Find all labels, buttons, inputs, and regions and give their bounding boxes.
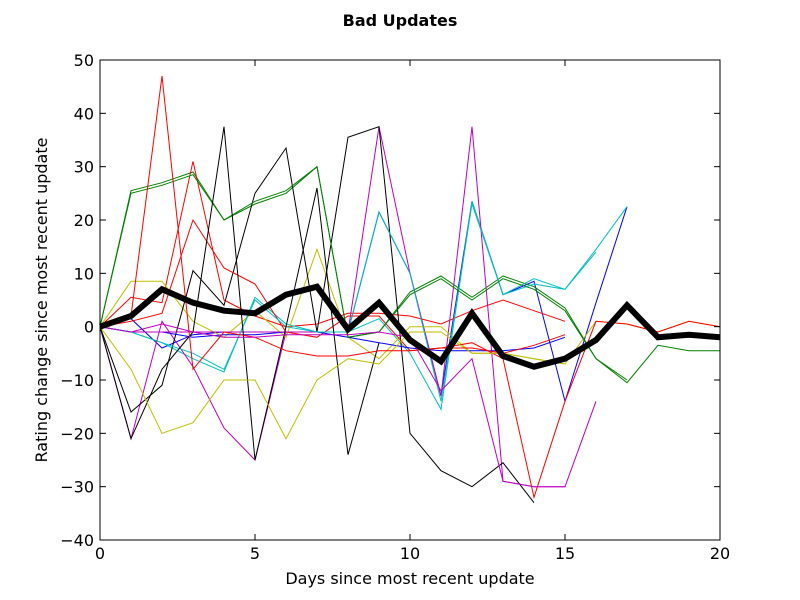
series-line-16 bbox=[99, 323, 597, 488]
y-tick-label: −40 bbox=[60, 531, 94, 550]
series-line-15 bbox=[99, 75, 566, 371]
x-tick-label: 0 bbox=[95, 544, 105, 563]
series-line-12 bbox=[99, 165, 628, 381]
y-tick-label: −10 bbox=[60, 371, 94, 390]
x-tick-label: 20 bbox=[710, 544, 730, 563]
y-axis-label: Rating change since most recent update bbox=[32, 138, 51, 463]
axis-ticks: 0 5 10 15 20 −40 −30 −20 −10 0 10 20 30 40 50 bbox=[60, 51, 730, 563]
series-lines bbox=[99, 75, 721, 504]
y-tick-label: 10 bbox=[74, 264, 94, 283]
mean-series-line bbox=[99, 283, 721, 370]
series-line-3 bbox=[99, 161, 566, 328]
x-tick-label: 5 bbox=[250, 544, 260, 563]
series-line-4 bbox=[99, 201, 628, 411]
y-tick-label: 20 bbox=[74, 211, 94, 230]
y-tick-label: 40 bbox=[74, 104, 94, 123]
x-tick-label: 15 bbox=[555, 544, 575, 563]
x-axis-label: Days since most recent update bbox=[285, 569, 534, 588]
y-tick-label: −20 bbox=[60, 424, 94, 443]
y-tick-label: −30 bbox=[60, 478, 94, 497]
series-line-11 bbox=[99, 203, 597, 402]
x-tick-label: 10 bbox=[400, 544, 420, 563]
series-line-13 bbox=[99, 126, 380, 461]
chart-title: Bad Updates bbox=[343, 11, 458, 30]
series-line-14 bbox=[99, 326, 566, 440]
series-line-2 bbox=[99, 165, 720, 384]
y-tick-label: 30 bbox=[74, 158, 94, 177]
y-tick-label: 0 bbox=[84, 318, 94, 337]
y-tick-label: 50 bbox=[74, 51, 94, 70]
